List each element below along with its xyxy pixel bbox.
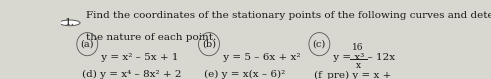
Text: y = 5 – 6x + x²: y = 5 – 6x + x²: [220, 53, 300, 62]
Text: 1.: 1.: [65, 18, 75, 27]
Text: (b): (b): [202, 40, 216, 49]
Text: the nature of each point.: the nature of each point.: [86, 33, 217, 42]
Text: 16: 16: [353, 43, 364, 52]
Ellipse shape: [59, 20, 80, 26]
Text: y = x² – 5x + 1: y = x² – 5x + 1: [98, 53, 179, 62]
Text: y = x³ – 12x: y = x³ – 12x: [330, 53, 396, 62]
Text: (c): (c): [313, 40, 326, 49]
Text: (e) y = x(x – 6)²: (e) y = x(x – 6)²: [204, 70, 285, 79]
Text: (d) y = x⁴ – 8x² + 2: (d) y = x⁴ – 8x² + 2: [82, 70, 182, 79]
Text: x: x: [355, 61, 361, 70]
Text: Find the coordinates of the stationary points of the following curves and determ: Find the coordinates of the stationary p…: [86, 11, 491, 20]
Text: (a): (a): [81, 40, 94, 49]
Text: (f_pre) y = x +: (f_pre) y = x +: [314, 70, 395, 79]
